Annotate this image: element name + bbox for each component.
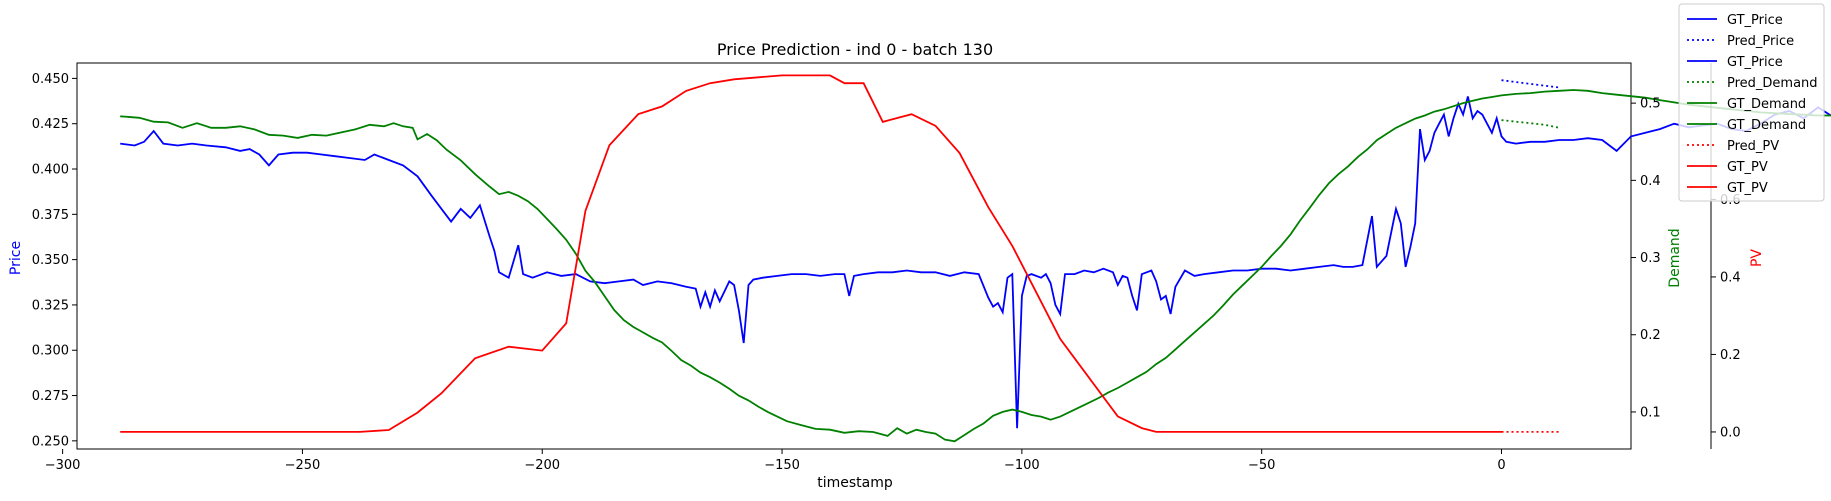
demand-tick-label: 0.5 — [1640, 97, 1661, 112]
y-axis-demand-label: Demand — [1667, 228, 1683, 287]
x-tick-label: −300 — [45, 458, 81, 473]
x-tick-label: −250 — [285, 458, 321, 473]
pv-tick-label: 0.2 — [1720, 348, 1741, 363]
legend-label: GT_Demand — [1727, 97, 1806, 112]
price-tick-label: 0.350 — [32, 253, 69, 268]
price-tick-label: 0.275 — [32, 389, 69, 404]
plot-area — [77, 63, 1831, 449]
legend-label: GT_Price — [1727, 55, 1783, 70]
demand-tick-label: 0.1 — [1640, 405, 1661, 420]
series-line-pred-price-1 — [1502, 80, 1560, 87]
series-line-gt-demand-4 — [120, 84, 1831, 442]
y-axis-price: 0.250 0.275 0.300 0.325 0.350 0.375 0.400 0.425… — [32, 72, 77, 449]
x-tick-label: −200 — [524, 458, 560, 473]
legend-label: GT_PV — [1727, 160, 1768, 175]
pv-tick-label: 0.0 — [1720, 425, 1741, 440]
series-line-gt-pv-7 — [120, 75, 1501, 432]
price-tick-label: 0.425 — [32, 117, 69, 132]
legend-label: GT_Price — [1727, 13, 1783, 28]
pv-tick-label: 0.4 — [1720, 270, 1741, 285]
price-tick-label: 0.250 — [32, 434, 69, 449]
x-tick-label: −50 — [1248, 458, 1275, 473]
legend-label: GT_PV — [1727, 181, 1768, 196]
chart-title: Price Prediction - ind 0 - batch 130 — [717, 40, 993, 59]
demand-tick-label: 0.2 — [1640, 328, 1661, 343]
x-tick-label: −100 — [1004, 458, 1040, 473]
x-tick-label: 0 — [1497, 458, 1505, 473]
price-tick-label: 0.300 — [32, 344, 69, 359]
legend: GT_Price Pred_Price GT_Price Pred_Demand GT_… — [1679, 4, 1824, 201]
price-tick-label: 0.375 — [32, 208, 69, 223]
price-tick-label: 0.400 — [32, 163, 69, 178]
x-tick-label: −150 — [764, 458, 800, 473]
y-axis-pv-label: PV — [1749, 249, 1765, 267]
price-tick-label: 0.450 — [32, 72, 69, 87]
legend-label: Pred_Demand — [1727, 76, 1818, 91]
x-axis: −300 −250 −200 −150 −100 −50 0 — [45, 449, 1506, 473]
plot-frame — [77, 63, 1631, 449]
demand-tick-label: 0.3 — [1640, 251, 1661, 266]
x-axis-label: timestamp — [817, 475, 893, 491]
legend-label: GT_Demand — [1727, 118, 1806, 133]
demand-tick-label: 0.4 — [1640, 174, 1661, 189]
y-axis-price-label: Price — [8, 241, 24, 275]
y-axis-demand: 0.1 0.2 0.3 0.4 0.5 — [1631, 97, 1661, 421]
price-tick-label: 0.325 — [32, 298, 69, 313]
series-line-pred-demand-3 — [1502, 120, 1560, 128]
legend-label: Pred_PV — [1727, 139, 1779, 154]
legend-label: Pred_Price — [1727, 34, 1794, 49]
